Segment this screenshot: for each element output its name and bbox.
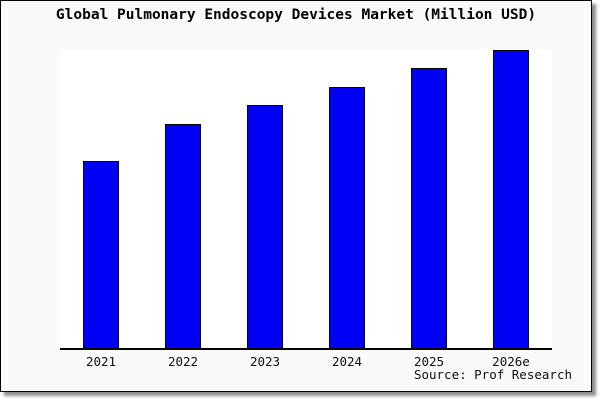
bar-2021 (83, 161, 119, 348)
bar-2023 (247, 105, 283, 348)
x-tick-label-2021: 2021 (85, 354, 117, 369)
x-tick-label-2024: 2024 (331, 354, 363, 369)
x-tick-label-2023: 2023 (249, 354, 281, 369)
bar-2024 (329, 87, 365, 348)
chart-frame: Global Pulmonary Endoscopy Devices Marke… (0, 0, 592, 392)
bar-2025 (411, 68, 447, 348)
source-credit: Source: Prof Research (413, 367, 572, 382)
bar-2022 (165, 124, 201, 348)
bar-2026e (493, 50, 529, 348)
x-tick-label-2025: 2025 (413, 354, 445, 369)
chart-title: Global Pulmonary Endoscopy Devices Marke… (55, 7, 537, 23)
x-tick-label-2026e: 2026e (492, 354, 530, 369)
x-tick-label-2022: 2022 (167, 354, 199, 369)
plot-area (60, 49, 552, 350)
